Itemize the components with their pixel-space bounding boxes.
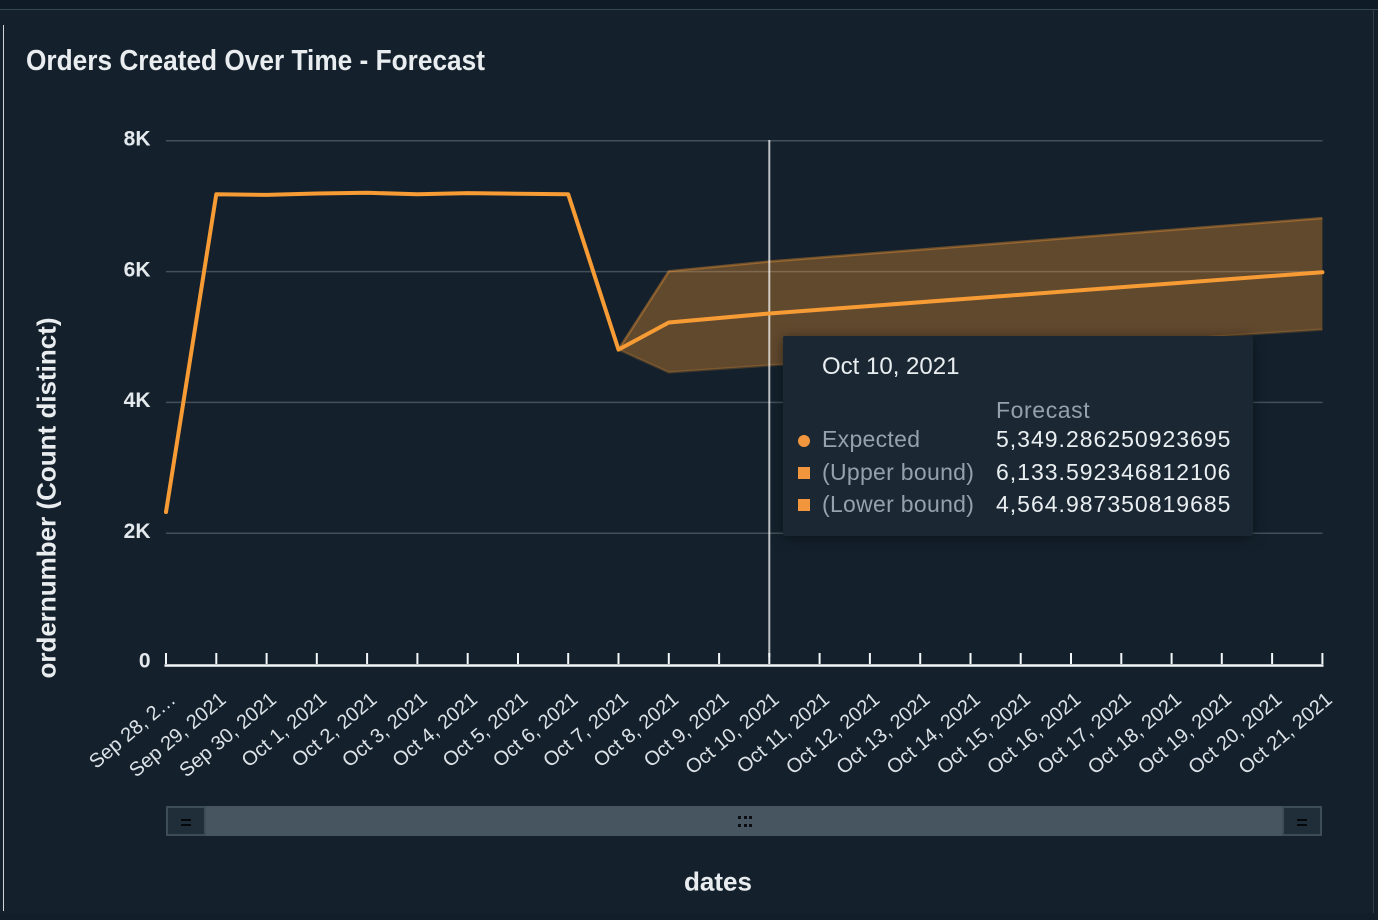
svg-text:4K: 4K <box>124 389 151 412</box>
svg-text:2K: 2K <box>124 520 151 543</box>
svg-text:0: 0 <box>139 650 151 673</box>
svg-text:8K: 8K <box>124 128 151 151</box>
svg-text:6K: 6K <box>124 258 151 281</box>
